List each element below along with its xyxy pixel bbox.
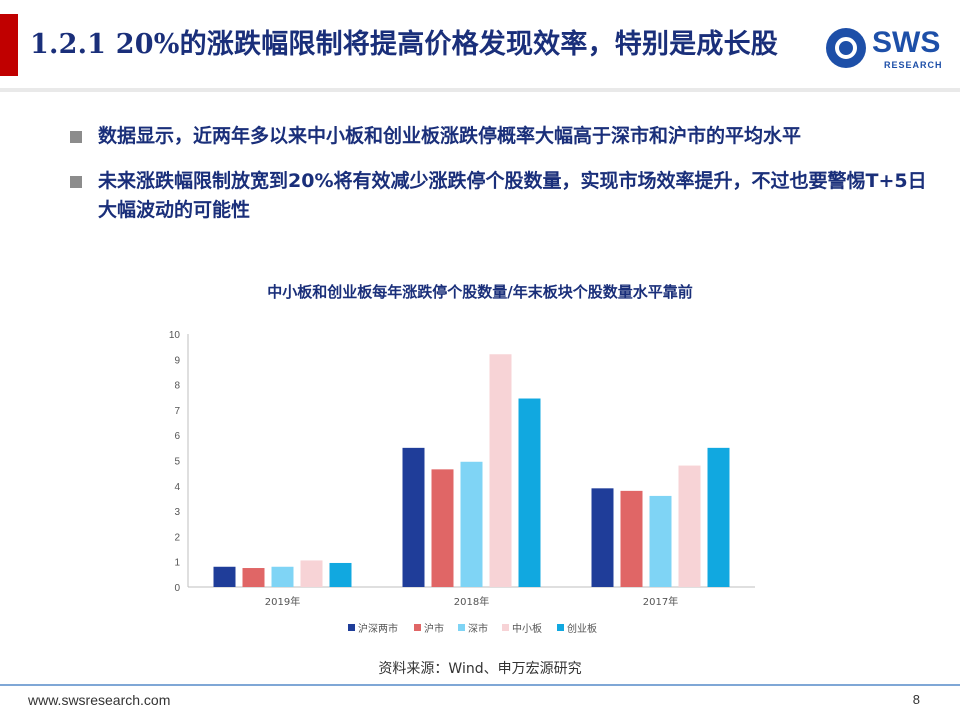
bullet-text: 数据显示，近两年多以来中小板和创业板涨跌停概率大幅高于深市和沪市的平均水平 <box>98 125 802 147</box>
bar <box>402 447 425 587</box>
logo-mark-icon <box>826 28 866 68</box>
bar <box>707 447 730 587</box>
bar <box>213 566 236 587</box>
bar <box>329 562 352 587</box>
bullet-item: 数据显示，近两年多以来中小板和创业板涨跌停概率大幅高于深市和沪市的平均水平 <box>70 122 930 151</box>
source-note: 资料来源：Wind、申万宏源研究 <box>378 661 582 677</box>
bar <box>242 568 265 587</box>
y-tick-label: 2 <box>174 532 180 543</box>
legend-swatch <box>348 624 355 631</box>
logo-text: SWS <box>872 26 941 59</box>
y-tick-label: 9 <box>174 355 180 366</box>
bullet-item: 未来涨跌幅限制放宽到20%将有效减少涨跌停个股数量，实现市场效率提升，不过也要警… <box>70 167 930 225</box>
header-accent-bar <box>0 14 18 76</box>
y-tick-label: 7 <box>174 406 180 417</box>
bullet-text: 未来涨跌幅限制放宽到20%将有效减少涨跌停个股数量，实现市场效率提升，不过也要警… <box>98 170 927 221</box>
y-tick-label: 4 <box>174 482 180 493</box>
y-tick-label: 6 <box>174 431 180 442</box>
chart-title: 中小板和创业板每年涨跌停个股数量/年末板块个股数量水平靠前 <box>267 283 693 301</box>
legend-label: 沪深两市 <box>358 622 398 635</box>
y-tick-label: 8 <box>174 381 180 392</box>
legend-label: 创业板 <box>567 622 597 635</box>
x-tick-label: 2018年 <box>454 595 489 608</box>
y-tick-label: 3 <box>174 507 180 518</box>
bar <box>300 560 323 587</box>
sws-logo: SWS RESEARCH <box>826 26 946 72</box>
y-tick-label: 0 <box>174 583 180 594</box>
x-tick-label: 2019年 <box>265 595 300 608</box>
legend-label: 深市 <box>468 622 488 635</box>
legend-label: 中小板 <box>512 622 542 635</box>
bar <box>591 488 614 587</box>
x-tick-label: 2017年 <box>643 595 678 608</box>
legend-label: 沪市 <box>424 622 444 635</box>
footer-divider <box>0 684 960 686</box>
bar <box>678 465 701 587</box>
logo-subtext: RESEARCH <box>884 60 943 70</box>
bar <box>271 566 294 587</box>
bullet-square-icon <box>70 176 82 188</box>
legend-swatch <box>458 624 465 631</box>
bar-chart: 0 1 2 3 4 5 6 7 8 9 10 2019年 2018年 2017年沪深两市 沪市 深市 中小板 创业… <box>150 322 770 642</box>
legend-swatch <box>502 624 509 631</box>
header-divider <box>0 88 960 92</box>
bar <box>649 495 672 587</box>
footer-url[interactable]: www.swsresearch.com <box>28 692 171 708</box>
slide-title: 1.2.1 20%的涨跌幅限制将提高价格发现效率，特别是成长股 <box>30 29 778 60</box>
bullet-square-icon <box>70 131 82 143</box>
legend-swatch <box>557 624 564 631</box>
y-tick-label: 1 <box>174 558 180 569</box>
y-tick-label: 5 <box>174 457 180 468</box>
slide-header: 1.2.1 20%的涨跌幅限制将提高价格发现效率，特别是成长股 SWS RESE… <box>0 0 960 88</box>
bar <box>620 490 643 587</box>
bar <box>489 354 512 587</box>
bar <box>460 461 483 587</box>
y-tick-label: 10 <box>169 330 181 341</box>
bar <box>431 469 454 587</box>
page-number: 8 <box>912 692 920 707</box>
bullet-list: 数据显示，近两年多以来中小板和创业板涨跌停概率大幅高于深市和沪市的平均水平 未来… <box>70 122 930 241</box>
bar <box>518 398 541 587</box>
legend-swatch <box>414 624 421 631</box>
